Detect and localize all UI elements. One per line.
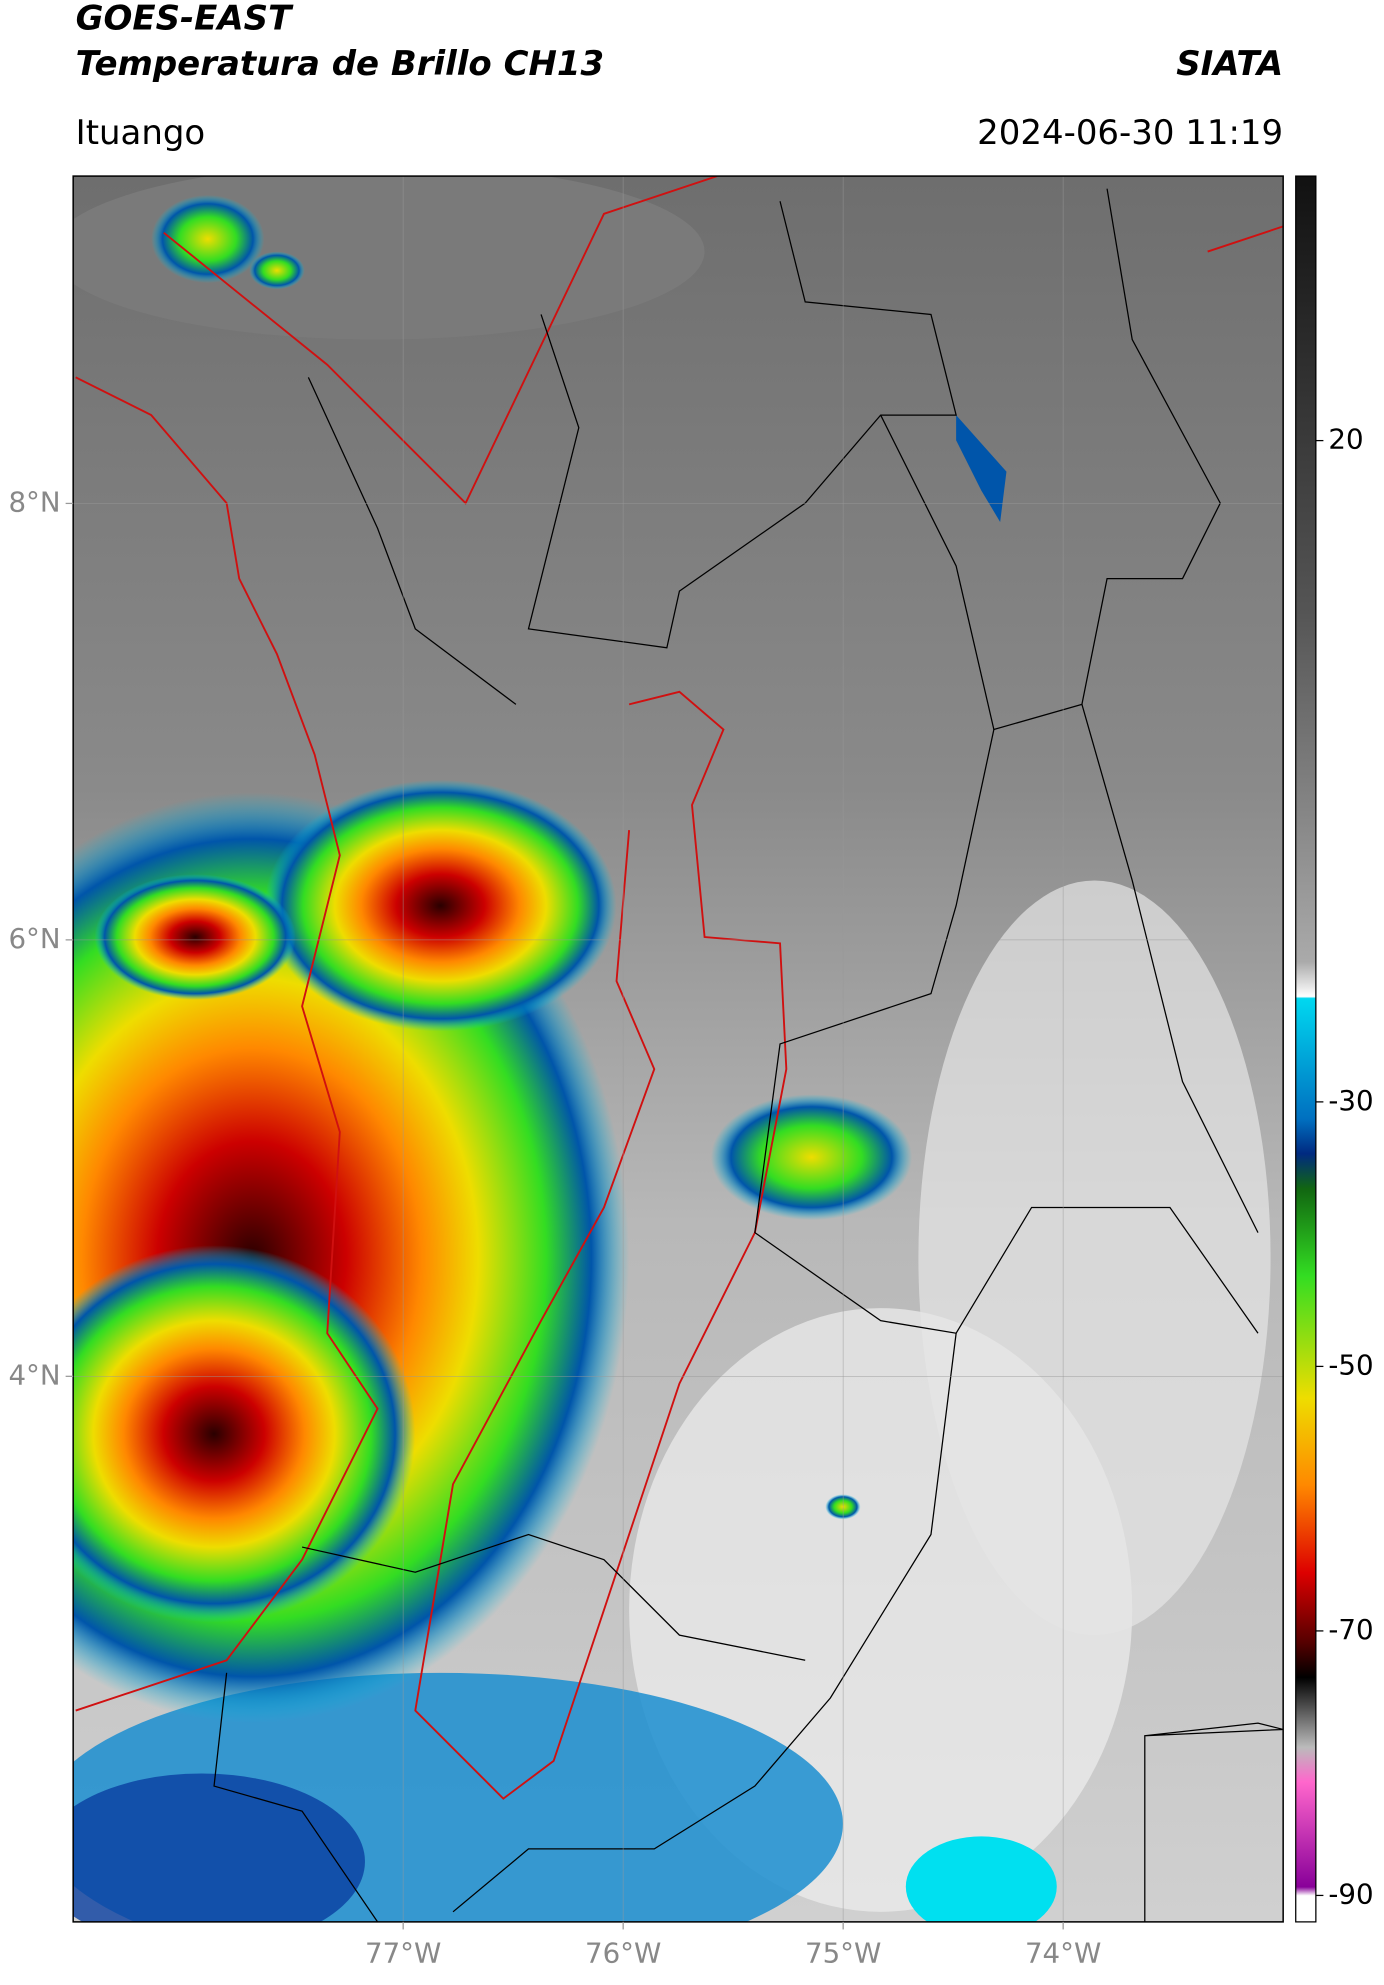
x-tick-label: 75°W	[805, 1937, 881, 1970]
y-tick-label: 6°N	[8, 922, 60, 955]
colorbar-tick-label: -90	[1328, 1877, 1373, 1910]
colorbar-tick-label: 20	[1328, 423, 1363, 456]
colorbar-tick-label: -50	[1328, 1348, 1373, 1381]
satellite-image	[73, 176, 1284, 1922]
datetime: 2024-06-30 11:19	[977, 113, 1283, 153]
source: SIATA	[1176, 44, 1283, 84]
location: Ituango	[76, 113, 206, 153]
x-tick-label: 77°W	[365, 1937, 441, 1970]
colorbar-tick-label: -30	[1328, 1084, 1373, 1117]
satellite: GOES-EAST	[76, 0, 294, 39]
map-frame	[72, 175, 1284, 1923]
grid	[73, 176, 1284, 1922]
y-tick-label: 8°N	[8, 485, 60, 518]
colorbar-tick-label: -70	[1328, 1613, 1373, 1646]
colorbar	[1295, 175, 1317, 1923]
x-tick-label: 76°W	[585, 1937, 661, 1970]
y-tick-label: 4°N	[8, 1358, 60, 1391]
x-tick-label: 74°W	[1025, 1937, 1101, 1970]
product: Temperatura de Brillo CH13	[76, 44, 604, 84]
